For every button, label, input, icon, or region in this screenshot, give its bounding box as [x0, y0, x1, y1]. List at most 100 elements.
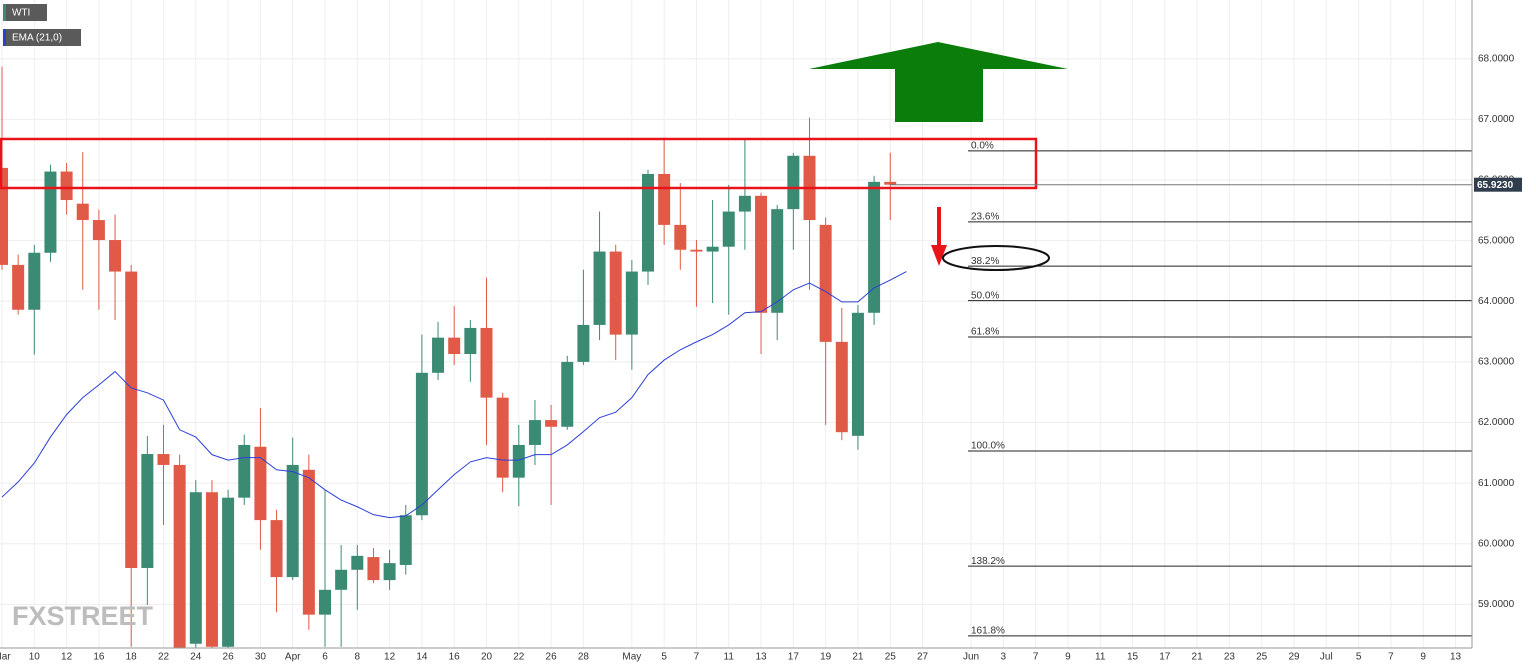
x-tick-label: 18	[126, 652, 138, 663]
y-tick-label: 63.0000	[1478, 357, 1515, 368]
up-arrow	[809, 42, 1068, 122]
candle-body	[60, 171, 73, 201]
x-tick-label: 15	[1127, 652, 1139, 663]
x-tick-label: 7	[1033, 652, 1039, 663]
candle-body	[238, 444, 251, 498]
candle-body	[254, 446, 267, 521]
x-tick-label: 12	[61, 652, 73, 663]
candle-body	[771, 209, 784, 313]
fib-label: 23.6%	[971, 212, 999, 223]
fib-label: 61.8%	[971, 327, 999, 338]
down-arrow-head	[931, 245, 947, 266]
fib-label: 100.0%	[971, 441, 1005, 452]
candle-body	[884, 181, 897, 185]
candle-body	[561, 361, 574, 427]
candle-body	[480, 327, 493, 398]
candle-body	[819, 224, 832, 342]
x-tick-label: 13	[1450, 652, 1462, 663]
legend-box	[3, 4, 47, 21]
candle-body	[545, 420, 558, 427]
legend-swatch	[3, 29, 6, 46]
x-tick-label: 23	[1224, 652, 1236, 663]
candle-body	[270, 520, 283, 578]
resistance-zone	[0, 137, 1038, 190]
candle-body	[577, 324, 590, 362]
candle-body	[755, 195, 768, 313]
candle-body	[141, 454, 154, 568]
candle-body	[76, 203, 89, 221]
x-tick-label: 5	[1356, 652, 1362, 663]
candle-body	[464, 327, 477, 355]
x-tick-label: 21	[852, 652, 864, 663]
candle-body	[44, 171, 57, 253]
candle-body	[738, 195, 751, 212]
candle-body	[528, 420, 541, 445]
x-tick-label: 3	[1001, 652, 1007, 663]
y-tick-label: 59.0000	[1478, 599, 1515, 610]
candle-body	[674, 224, 687, 250]
x-tick-label: Jul	[1320, 652, 1333, 663]
y-tick-label: 62.0000	[1478, 417, 1515, 428]
candle-body	[609, 251, 622, 335]
candle-body	[642, 173, 654, 272]
x-tick-label: 30	[255, 652, 267, 663]
y-tick-label: 67.0000	[1478, 114, 1515, 125]
x-tick-label: 24	[190, 652, 202, 663]
candle-body	[173, 464, 186, 648]
candle-body	[625, 271, 638, 335]
y-tick-label: 68.0000	[1478, 53, 1515, 64]
x-tick-label: 22	[513, 652, 525, 663]
x-tick-label: 9	[1065, 652, 1071, 663]
highlight-ellipse	[942, 245, 1050, 271]
candle-body	[92, 220, 105, 241]
x-tick-label: 17	[1159, 652, 1171, 663]
legend-label: EMA (21,0)	[12, 33, 62, 44]
x-tick-label: 28	[578, 652, 590, 663]
candle-body	[205, 492, 218, 647]
candle-body	[157, 454, 170, 465]
candle-body	[415, 372, 428, 516]
x-tick-label: 27	[917, 652, 929, 663]
candle-body	[109, 240, 122, 272]
candle-body	[351, 555, 364, 570]
y-tick-label: 65.0000	[1478, 235, 1515, 246]
x-tick-label: 20	[481, 652, 493, 663]
candle-body	[12, 264, 25, 310]
x-tick-label: 25	[1256, 652, 1268, 663]
watermark: FXSTREET	[12, 601, 154, 631]
legend-swatch	[3, 4, 6, 21]
fib-label: 0.0%	[971, 141, 994, 152]
x-tick-label: May	[622, 652, 641, 663]
x-tick-label: 6	[322, 652, 328, 663]
y-tick-label: 60.0000	[1478, 538, 1515, 549]
x-tick-label: 7	[694, 652, 700, 663]
candle-body	[222, 497, 235, 647]
x-tick-label: 7	[1388, 652, 1394, 663]
x-tick-label: 29	[1288, 652, 1300, 663]
candle-body	[835, 341, 848, 433]
x-tick-label: 26	[546, 652, 558, 663]
last-price-label: 65.9230	[1477, 180, 1514, 191]
x-tick-label: 17	[788, 652, 800, 663]
candle-body	[383, 563, 396, 581]
candle-body	[868, 181, 881, 313]
x-tick-label: 21	[1192, 652, 1204, 663]
x-tick-label: 22	[158, 652, 170, 663]
y-tick-label: 64.0000	[1478, 296, 1515, 307]
candle-body	[302, 469, 315, 615]
x-tick-label: 14	[416, 652, 428, 663]
legend-label: WTI	[12, 8, 30, 19]
legend-box	[3, 29, 81, 46]
x-tick-label: Mar	[0, 652, 11, 663]
candle-body	[319, 589, 331, 615]
x-tick-label: 11	[1095, 652, 1106, 663]
candle-body	[512, 444, 525, 478]
fib-label: 38.2%	[971, 256, 999, 267]
x-tick-label: 8	[355, 652, 361, 663]
x-tick-label: 19	[820, 652, 832, 663]
candle-body	[189, 492, 202, 644]
fib-label: 50.0%	[971, 290, 999, 301]
candle-body	[851, 312, 864, 436]
